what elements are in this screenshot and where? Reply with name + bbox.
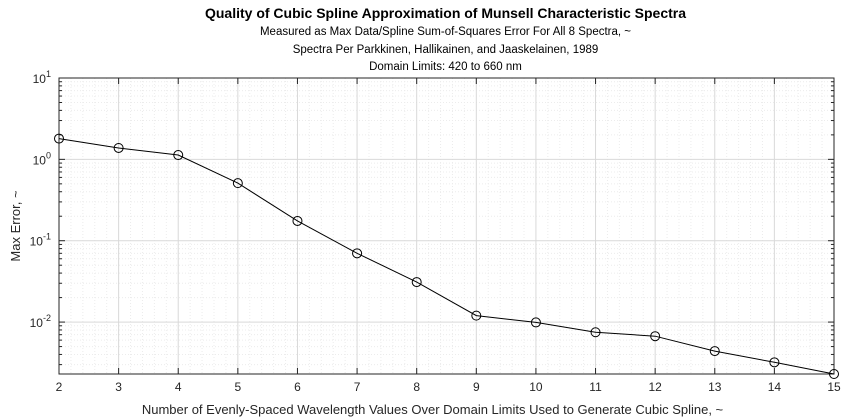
series-line xyxy=(58,138,835,375)
x-tick-label: 2 xyxy=(56,380,63,394)
x-tick-label: 3 xyxy=(115,380,122,394)
y-tick-label: 101 xyxy=(33,69,51,86)
x-tick-label: 12 xyxy=(648,380,662,394)
x-tick-label: 13 xyxy=(708,380,722,394)
y-tick-label: 100 xyxy=(33,150,51,167)
y-tick-label: 10-2 xyxy=(30,313,51,330)
chart-subtitle-3: Domain Limits: 420 to 660 nm xyxy=(369,61,522,73)
y-tick-labels: 101 100 10-1 10-2 xyxy=(30,69,51,330)
data-point xyxy=(232,178,243,189)
x-tick-label: 8 xyxy=(413,380,420,394)
data-point xyxy=(352,248,363,259)
x-tick-label: 5 xyxy=(235,380,242,394)
data-point xyxy=(769,357,780,368)
x-tick-label: 11 xyxy=(589,380,602,394)
x-axis-label: Number of Evenly-Spaced Wavelength Value… xyxy=(142,402,724,417)
x-tick-label: 14 xyxy=(768,380,782,394)
data-point xyxy=(650,331,661,342)
x-tick-label: 10 xyxy=(529,380,543,394)
x-tick-label: 9 xyxy=(473,380,480,394)
data-point xyxy=(590,327,601,338)
x-tick-label: 7 xyxy=(354,380,361,394)
data-point xyxy=(173,150,184,161)
data-point xyxy=(471,310,482,321)
data-point xyxy=(709,346,720,357)
y-axis-label: Max Error, ~ xyxy=(8,190,23,262)
x-tick-label: 4 xyxy=(175,380,182,394)
minor-grid xyxy=(59,78,834,374)
y-tick-label: 10-1 xyxy=(30,232,51,249)
data-point xyxy=(530,317,541,328)
x-tick-label: 6 xyxy=(294,380,301,394)
chart-subtitle-1: Measured as Max Data/Spline Sum-of-Squar… xyxy=(259,26,632,38)
plot-area xyxy=(58,77,835,375)
data-point xyxy=(411,277,422,288)
series-markers xyxy=(54,133,839,379)
chart-subtitle-2: Spectra Per Parkkinen, Hallikainen, and … xyxy=(292,44,599,56)
data-point xyxy=(54,133,64,144)
data-point xyxy=(113,142,124,153)
x-tick-label: 15 xyxy=(827,380,841,394)
chart-title: Quality of Cubic Spline Approximation of… xyxy=(204,5,686,21)
data-point xyxy=(829,369,839,379)
axis-ticks xyxy=(58,77,835,374)
x-tick-labels: 2 3 4 5 6 7 8 9 10 11 12 13 14 15 xyxy=(56,380,841,394)
data-point xyxy=(292,215,303,226)
